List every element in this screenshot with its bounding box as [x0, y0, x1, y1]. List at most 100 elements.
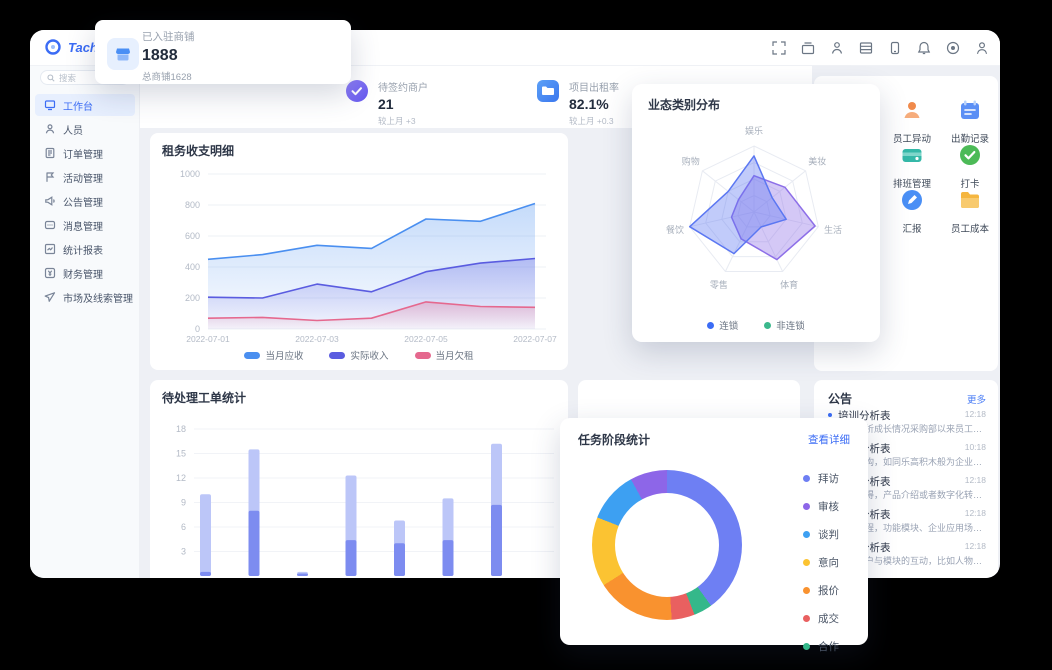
shop-icon: [116, 48, 130, 61]
radar-grid: [721, 178, 787, 243]
legend-swatch: [803, 531, 810, 538]
task-stage-card: 任务阶段统计 查看详细 拜访 审核 谈判 意向 报价 成交 合作: [560, 418, 868, 653]
sidebar-item-orders[interactable]: 订单管理: [35, 142, 135, 164]
fullscreen-icon[interactable]: [771, 40, 787, 56]
view-details-link[interactable]: 查看详细: [808, 434, 850, 446]
bullet-dot-icon: [828, 413, 832, 417]
bar-total: [200, 494, 211, 576]
sidebar-item-label: 人员: [63, 125, 83, 137]
donut-legend: 拜访 审核 谈判 意向 报价 成交 合作: [803, 471, 839, 654]
quick-action-attendance[interactable]: 出勤记录: [942, 98, 998, 145]
legend-item: 合作: [803, 639, 839, 654]
target-icon[interactable]: [945, 40, 961, 56]
radar-axis-label: 生活: [824, 224, 842, 235]
tickets-bar-chart: 3 6 9 12 15 18: [176, 424, 554, 576]
y-axis-tick: 400: [185, 262, 200, 272]
y-axis-tick: 9: [181, 497, 186, 507]
y-axis-tick: 18: [176, 424, 186, 434]
legend-swatch: [707, 321, 715, 329]
stat-label: 项目出租率: [569, 83, 619, 94]
quick-action-scheduling[interactable]: 排班管理: [884, 143, 940, 190]
donut-chart-title: 任务阶段统计: [578, 433, 651, 447]
y-axis-tick: 800: [185, 200, 200, 210]
radar-chart-title: 业态类别分布: [648, 98, 721, 112]
stat-occupancy-rate: 项目出租率 82.1% 较上月 +0.3: [536, 79, 619, 127]
y-axis-tick: 0: [195, 324, 200, 334]
area-line: [207, 202, 536, 261]
sidebar-item-label: 财务管理: [63, 269, 103, 281]
sidebar-item-messages[interactable]: 消息管理: [35, 214, 135, 236]
quick-action-staff-cost[interactable]: 员工成本: [942, 188, 998, 235]
rent-chart-legend: 当月应收 实际收入 当月欠租: [150, 348, 568, 362]
legend-swatch: [803, 475, 810, 482]
stat-value: 82.1%: [569, 96, 609, 112]
radar-spoke: [689, 211, 755, 228]
legend-item: 当月应收: [244, 348, 303, 362]
y-axis-tick: 6: [181, 522, 186, 532]
quick-action-staff-change[interactable]: 员工异动: [884, 98, 940, 145]
sidebar-item-workbench[interactable]: 工作台: [35, 94, 135, 116]
legend-item: 当月欠租: [414, 348, 474, 362]
sidebar-item-market[interactable]: 市场及线索管理: [35, 286, 135, 308]
radar-spoke: [724, 211, 755, 272]
share-user-icon[interactable]: [829, 40, 845, 56]
phone-icon[interactable]: [887, 40, 903, 56]
quick-action-clock-in[interactable]: 打卡: [942, 143, 998, 190]
shop-icon-tile: [107, 38, 139, 70]
sidebar-item-notices[interactable]: 公告管理: [35, 190, 135, 212]
sidebar-item-finance[interactable]: 财务管理: [35, 262, 135, 284]
radar-series: [730, 174, 816, 261]
x-axis-tick: 2022-07-03: [295, 334, 339, 344]
shop-stat-tooltip: 已入驻商铺 1888 总商铺1628: [95, 20, 351, 84]
legend-swatch: [329, 351, 346, 359]
legend-item: 实际收入: [329, 348, 389, 362]
legend-item: 成交: [803, 611, 839, 626]
stat-label: 待签约商户: [378, 83, 428, 94]
sidebar-item-activities[interactable]: 活动管理: [35, 166, 135, 188]
tooltip-title: 已入驻商铺: [142, 31, 195, 43]
sidebar-item-label: 订单管理: [63, 149, 103, 161]
flag-icon: [46, 172, 55, 182]
radar-spoke: [753, 211, 784, 272]
radar-axis-label: 购物: [682, 156, 700, 167]
order-icon: [45, 147, 55, 159]
clock-in-icon: [960, 145, 980, 165]
sidebar-item-label: 活动管理: [63, 173, 103, 185]
announcements-more-link[interactable]: 更多: [966, 395, 986, 406]
stat-delta: 较上月 +3: [378, 116, 416, 126]
radar-axis-label: 餐饮: [666, 224, 684, 235]
bar-done: [200, 571, 211, 576]
x-axis-tick: 2022-07-05: [404, 334, 448, 344]
bell-icon[interactable]: [916, 40, 932, 56]
legend-swatch: [803, 559, 810, 566]
staff-change-icon: [904, 102, 920, 118]
category-radar-card: 业态类别分布 娱乐 美妆 生活 体育 零售 餐饮 购物 连锁 非连锁: [632, 84, 880, 342]
radar-spoke: [753, 170, 806, 213]
legend-item: 连锁: [707, 318, 738, 332]
tooltip-subtitle: 总商铺1628: [142, 72, 192, 83]
server-icon[interactable]: [858, 40, 874, 56]
quick-action-report[interactable]: 汇报: [884, 188, 940, 235]
staff-cost-icon: [961, 192, 979, 208]
sidebar-item-personnel[interactable]: 人员: [35, 118, 135, 140]
dashboard-icon: [44, 100, 56, 111]
y-axis-tick: 15: [176, 448, 186, 458]
sidebar-item-reports[interactable]: 统计报表: [35, 238, 135, 260]
person-icon: [45, 124, 55, 134]
legend-item: 报价: [803, 583, 839, 598]
legend-item: 非连锁: [764, 318, 805, 332]
legend-item: 审核: [803, 499, 839, 514]
area-line: [207, 301, 536, 322]
rent-chart-title: 租务收支明细: [162, 144, 235, 158]
collection-icon[interactable]: [800, 40, 816, 56]
sidebar-item-label: 公告管理: [63, 197, 103, 209]
sidebar-item-label: 市场及线索管理: [63, 293, 133, 305]
x-axis-tick: 2022-07-01: [186, 334, 230, 344]
report-icon: [44, 243, 56, 255]
user-icon[interactable]: [974, 40, 990, 56]
donut-hole: [615, 493, 719, 597]
radar-grid: [689, 145, 819, 272]
bar-done: [297, 573, 308, 576]
legend-swatch: [803, 587, 810, 594]
search-icon: [47, 73, 55, 82]
